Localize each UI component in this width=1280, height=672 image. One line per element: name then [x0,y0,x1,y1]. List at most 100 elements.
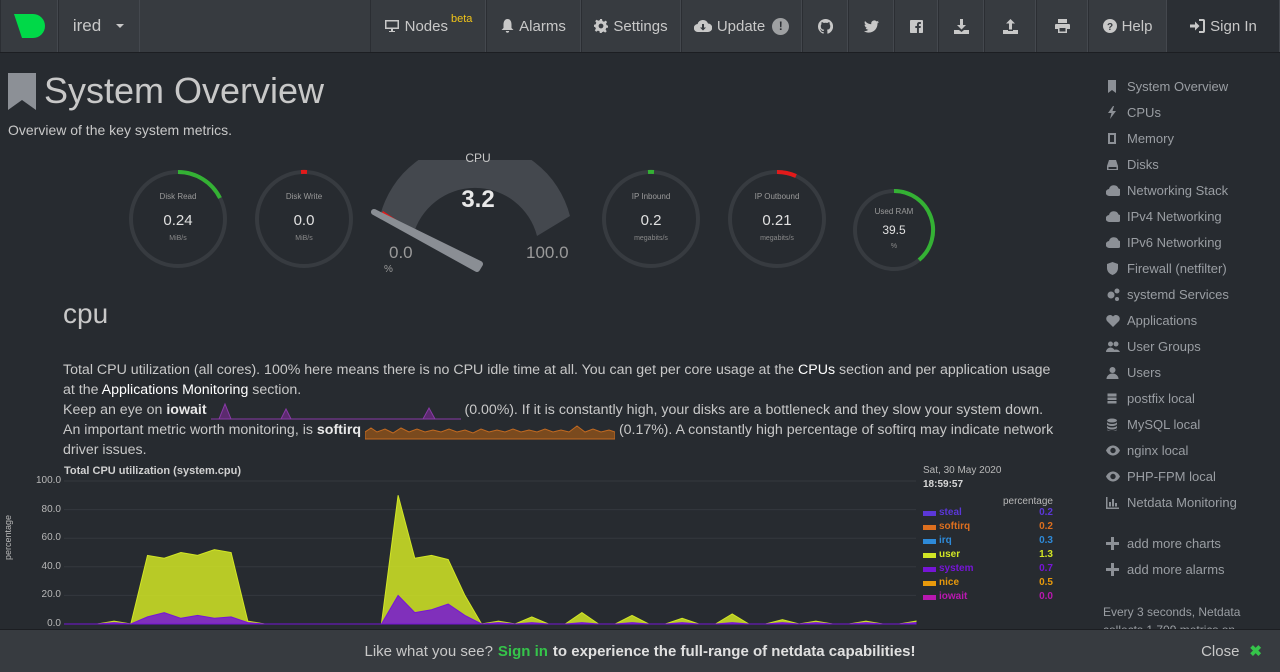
nodes-button[interactable]: Nodes beta [370,0,486,52]
sidebar-icon-wrap [1104,340,1122,353]
gauge-value: 0.21 [762,212,792,229]
sidebar-icon-wrap [1104,261,1122,275]
add-more-alarms-button[interactable]: add more alarms [1104,556,1280,582]
sign-in-icon [1190,19,1206,33]
print-icon [1054,19,1070,33]
sidebar-icon-wrap [1104,105,1122,119]
sidebar-item-ipv6-networking[interactable]: IPv6 Networking [1104,229,1280,255]
sidebar-icon-wrap [1104,444,1122,457]
sidebar-item-label: Memory [1127,130,1174,146]
facebook-button[interactable] [894,0,938,52]
print-button[interactable] [1036,0,1088,52]
close-label: Close [1201,643,1240,660]
sidebar-icon-wrap [1104,536,1122,550]
cogs-icon [1107,288,1120,301]
cpu-area-chart[interactable] [0,470,920,630]
sidebar-item-cpus[interactable]: CPUs [1104,99,1280,125]
help-button[interactable]: ? Help [1088,0,1167,52]
cpu-gauge[interactable] [370,160,580,272]
desc-text: Total CPU utilization (all cores). 100% … [63,362,798,378]
sidebar-item-disks[interactable]: Disks [1104,151,1280,177]
sidebar-item-firewall-netfilter[interactable]: Firewall (netfilter) [1104,255,1280,281]
legend-swatch [923,525,936,530]
sidebar-item-label: PHP-FPM local [1127,468,1216,484]
legend-item-iowait[interactable]: iowait 0.0 [923,591,1063,605]
desc-text: An important metric worth monitoring, is [63,422,317,438]
used-ram-gauge[interactable]: Used RAM 39.5 % [852,188,936,272]
legend-swatch [923,539,936,544]
download-button[interactable] [938,0,984,52]
close-icon: ✖ [1249,643,1262,660]
desc-text: ( [618,422,624,438]
sidebar-icon-wrap [1104,158,1122,171]
settings-button[interactable]: Settings [581,0,681,52]
gauge-title: Disk Read [159,192,197,201]
legend-item-nice[interactable]: nice 0.5 [923,577,1063,591]
bookmark-icon [8,72,36,110]
sidebar-item-label: Users [1127,364,1161,380]
sidebar-item-user-groups[interactable]: User Groups [1104,333,1280,359]
twitter-button[interactable] [848,0,894,52]
softirq-value: 0.17% [623,422,664,438]
signin-button[interactable]: Sign In [1167,0,1280,52]
desc-text: ). If it is constantly high, your disks … [509,402,1044,418]
sidebar-item-mysql-local[interactable]: MySQL local [1104,411,1280,437]
gauge-value: 39.5 [882,223,906,237]
sidebar-item-postfix-local[interactable]: postfix local [1104,385,1280,411]
legend-series-value: 0.5 [1039,577,1053,588]
sidebar-item-systemd-services[interactable]: systemd Services [1104,281,1280,307]
sidebar-item-networking-stack[interactable]: Networking Stack [1104,177,1280,203]
sidebar-item-memory[interactable]: Memory [1104,125,1280,151]
add-more-charts-button[interactable]: add more charts [1104,530,1280,556]
github-button[interactable] [802,0,848,52]
sidebar-icon-wrap [1104,496,1122,509]
disk-read-gauge[interactable]: Disk Read 0.24 MiB/s [127,168,229,270]
sidebar-item-users[interactable]: Users [1104,359,1280,385]
right-sidebar: System Overview CPUs Memory Disks Networking… [1104,73,1280,582]
gauge-unit: MiB/s [295,235,313,242]
update-button[interactable]: Update ! [681,0,802,52]
alarms-button[interactable]: Alarms [486,0,581,52]
cpu-gauge-title: CPU [465,151,491,165]
legend-item-steal[interactable]: steal 0.2 [923,507,1063,521]
banner-close-button[interactable]: Close ✖ [1201,642,1262,660]
legend-item-irq[interactable]: irq 0.3 [923,535,1063,549]
sidebar-item-ipv4-networking[interactable]: IPv4 Networking [1104,203,1280,229]
banner-text: Like what you see? [364,642,493,660]
sidebar-item-label: Disks [1127,156,1159,172]
sidebar-item-php-fpm-local[interactable]: PHP-FPM local [1104,463,1280,489]
upload-button[interactable] [984,0,1036,52]
legend-item-softirq[interactable]: softirq 0.2 [923,521,1063,535]
legend-series-name: nice [939,577,960,588]
ip-outbound-gauge[interactable]: IP Outbound 0.21 megabits/s [726,168,828,270]
plus-icon [1106,536,1119,550]
server-dropdown[interactable]: ired [58,0,140,52]
legend-swatch [923,553,936,558]
sidebar-item-label: systemd Services [1127,286,1229,302]
cpus-link[interactable]: CPUs [797,362,836,378]
netdata-logo[interactable] [0,0,58,52]
cloud-icon [1106,210,1120,222]
legend-item-system[interactable]: system 0.7 [923,563,1063,577]
applications-monitoring-link[interactable]: Applications Monitoring [101,382,249,398]
sidebar-item-nginx-local[interactable]: nginx local [1104,437,1280,463]
ip-inbound-gauge[interactable]: IP Inbound 0.2 megabits/s [600,168,702,270]
legend-units: percentage [1002,496,1053,507]
legend-series-value: 0.0 [1039,591,1053,602]
banner-signin-link[interactable]: Sign in [497,642,548,660]
chart-legend: Sat, 30 May 2020 18:59:57 percentage ste… [923,465,1063,605]
sidebar-item-system-overview[interactable]: System Overview [1104,73,1280,99]
legend-item-user[interactable]: user 1.3 [923,549,1063,563]
sidebar-item-netdata-monitoring[interactable]: Netdata Monitoring [1104,489,1280,515]
sidebar-icon-wrap [1104,562,1122,576]
gear-icon [594,19,609,33]
softirq-label: softirq [316,422,362,438]
disk-write-gauge[interactable]: Disk Write 0.0 MiB/s [253,168,355,270]
help-label: Help [1121,17,1153,35]
legend-series-value: 0.2 [1039,521,1053,532]
desc-text: section and per application usage at the [63,362,1051,398]
sidebar-item-label: Netdata Monitoring [1127,494,1237,510]
sidebar-item-applications[interactable]: Applications [1104,307,1280,333]
bookmark-icon [1108,79,1116,93]
desktop-icon [384,20,399,32]
